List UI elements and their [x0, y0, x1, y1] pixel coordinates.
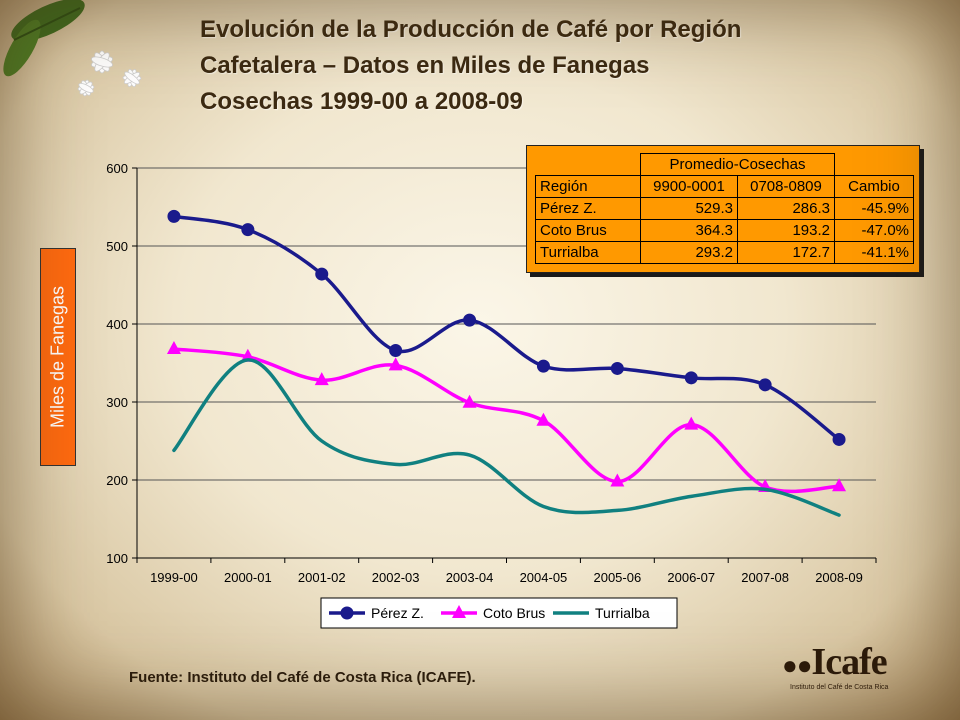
x-tick-label: 2001-02	[298, 570, 346, 585]
table-cell: Coto Brus	[535, 219, 641, 242]
table-cell: 529.3	[640, 197, 738, 220]
data-point-0	[610, 361, 624, 375]
data-point-1	[388, 357, 403, 371]
data-point-0	[389, 344, 403, 358]
legend-label: Turrialba	[595, 605, 650, 621]
table-row: Coto Brus 364.3 193.2 -47.0%	[535, 219, 914, 242]
y-axis-label-box: Miles de Fanegas	[40, 248, 76, 466]
data-point-1	[462, 394, 477, 408]
data-point-0	[536, 359, 550, 373]
table-cell: 193.2	[737, 219, 835, 242]
table-cell: 286.3	[737, 197, 835, 220]
table-cell: 293.2	[640, 241, 738, 264]
title-line: Evolución de la Producción de Café por R…	[200, 16, 742, 43]
table-cell: -47.0%	[834, 219, 914, 242]
table-row: Pérez Z. 529.3 286.3 -45.9%	[535, 197, 914, 220]
table-cell: Pérez Z.	[535, 197, 641, 220]
data-point-1	[684, 416, 699, 430]
source-note: Fuente: Instituto del Café de Costa Rica…	[129, 669, 476, 686]
group-header: Promedio-Cosechas	[640, 153, 835, 176]
data-point-1	[314, 372, 329, 386]
coffee-leaves-decoration	[3, 0, 142, 97]
y-tick-label: 200	[106, 473, 128, 488]
table-header-cell: 0708-0809	[737, 175, 835, 198]
summary-table-panel: Promedio-Cosechas Región 9900-0001 0708-…	[526, 145, 920, 273]
logo-subtitle: Instituto del Café de Costa Rica	[790, 684, 889, 691]
logo-mark: ●●Icafe	[782, 641, 888, 683]
x-tick-label: 2000-01	[224, 570, 272, 585]
data-point-1	[166, 340, 181, 354]
title-line: Cafetalera – Datos en Miles de Fanegas	[200, 52, 650, 79]
x-tick-label: 1999-00	[150, 570, 198, 585]
x-tick-label: 2006-07	[667, 570, 715, 585]
icafe-logo: ●●Icafe Instituto del Café de Costa Rica	[782, 640, 914, 696]
y-tick-label: 100	[106, 551, 128, 566]
table-cell: 172.7	[737, 241, 835, 264]
legend-marker	[452, 605, 466, 618]
slide-title: Evolución de la Producción de Café por R…	[200, 12, 900, 120]
table-row: Turrialba 293.2 172.7 -41.1%	[535, 241, 914, 264]
data-point-0	[684, 371, 698, 385]
data-point-1	[832, 478, 847, 492]
x-tick-label: 2004-05	[520, 570, 568, 585]
summary-table: Promedio-Cosechas Región 9900-0001 0708-…	[535, 153, 914, 264]
x-tick-label: 2005-06	[593, 570, 641, 585]
logo-beans-icon: ●●	[782, 651, 812, 680]
data-point-0	[315, 267, 329, 281]
x-tick-label: 2003-04	[446, 570, 494, 585]
y-tick-label: 500	[106, 239, 128, 254]
data-point-1	[536, 412, 551, 426]
y-tick-label: 600	[106, 161, 128, 176]
data-point-1	[610, 473, 625, 487]
table-header-cell: 9900-0001	[640, 175, 738, 198]
legend-label: Coto Brus	[483, 605, 545, 621]
x-tick-label: 2002-03	[372, 570, 420, 585]
legend-marker	[340, 606, 354, 620]
table-cell: -41.1%	[834, 241, 914, 264]
x-tick-label: 2007-08	[741, 570, 789, 585]
x-tick-label: 2008-09	[815, 570, 863, 585]
data-point-0	[241, 223, 255, 237]
series-line-2	[172, 358, 841, 517]
title-line: Cosechas 1999-00 a 2008-09	[200, 88, 523, 115]
table-header-cell: Cambio	[834, 175, 914, 198]
series-line-1	[172, 347, 841, 494]
table-header-cell: Región	[535, 175, 641, 198]
y-tick-label: 300	[106, 395, 128, 410]
legend-box	[320, 597, 678, 629]
legend-label: Pérez Z.	[371, 605, 424, 621]
table-cell: -45.9%	[834, 197, 914, 220]
data-point-0	[832, 432, 846, 446]
data-point-0	[463, 313, 477, 327]
series-line-0	[172, 214, 841, 442]
data-point-0	[758, 378, 772, 392]
y-axis-label: Miles de Fanegas	[47, 285, 68, 429]
data-point-0	[167, 209, 181, 223]
y-tick-label: 400	[106, 317, 128, 332]
table-cell: Turrialba	[535, 241, 641, 264]
table-cell: 364.3	[640, 219, 738, 242]
